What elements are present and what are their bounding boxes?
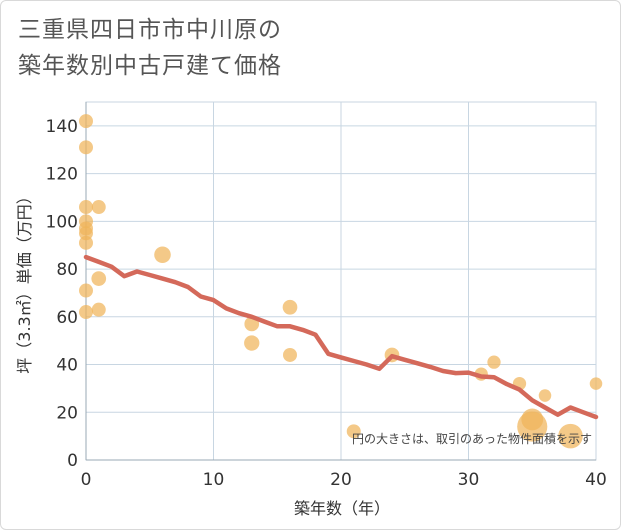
y-tick-label: 120 [46, 165, 78, 185]
data-point [244, 335, 260, 351]
x-tick-label: 30 [458, 470, 480, 490]
y-tick-label: 40 [56, 356, 78, 376]
data-point [79, 305, 93, 320]
data-point [79, 114, 93, 129]
data-point [282, 299, 298, 315]
data-point [283, 347, 297, 362]
data-point [517, 411, 548, 442]
data-point [538, 389, 552, 402]
data-point [79, 235, 93, 250]
y-tick-label: 80 [56, 260, 78, 280]
data-point [79, 283, 93, 298]
data-point [91, 271, 107, 286]
size-legend-note: 円の大きさは、取引のあった物件面積を示す [352, 431, 592, 446]
y-tick-label: 140 [46, 117, 78, 137]
x-tick-label: 40 [585, 470, 607, 490]
data-point [346, 424, 361, 439]
data-point [91, 302, 106, 317]
x-tick-label: 10 [203, 470, 225, 490]
chart-title-line1: 三重県四日市市中川原の [18, 17, 282, 43]
data-point [154, 246, 171, 264]
y-tick-label: 0 [67, 451, 78, 471]
y-tick-label: 100 [46, 212, 78, 232]
trend-line [83, 254, 599, 420]
data-point [91, 200, 106, 215]
data-point [79, 200, 93, 215]
x-tick-label: 20 [330, 470, 352, 490]
grid-lines [85, 101, 597, 461]
y-tick-label: 60 [56, 308, 78, 328]
data-point [558, 423, 583, 449]
data-points [79, 114, 603, 449]
y-axis-title: 坪（3.3㎡）単価（万円） [15, 188, 34, 373]
x-axis-title: 築年数（年） [294, 499, 390, 518]
chart-title-line2: 築年数別中古戸建て価格 [18, 53, 282, 79]
data-point [79, 140, 93, 155]
data-point [589, 377, 603, 390]
x-tick-label: 0 [81, 470, 92, 490]
data-point [487, 355, 501, 369]
y-tick-label: 20 [56, 403, 78, 423]
chart-title: 三重県四日市市中川原の 築年数別中古戸建て価格 [18, 12, 282, 84]
axis-ticks: 0 20 40 60 80 100 120 140 0 10 20 30 40 [46, 117, 607, 490]
